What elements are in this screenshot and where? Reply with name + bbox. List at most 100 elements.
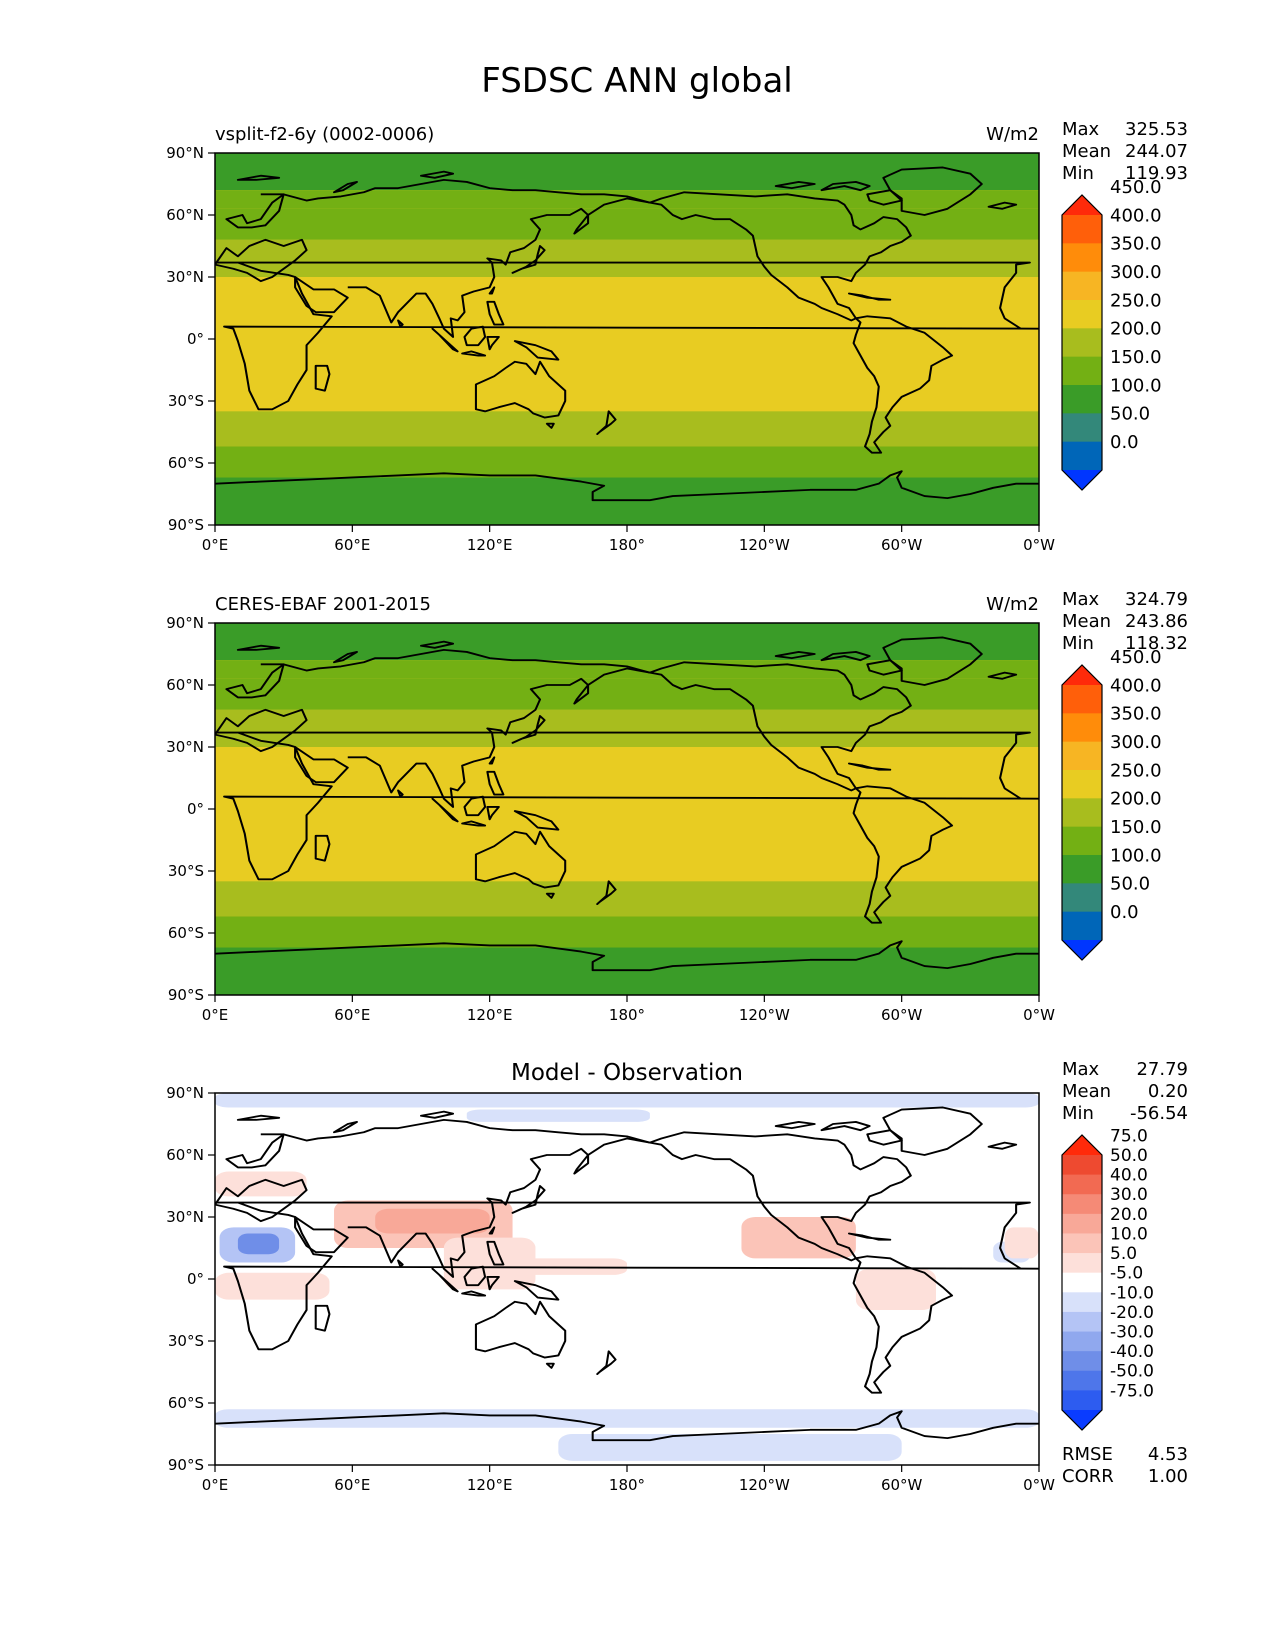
colorbar-segment	[1062, 1155, 1102, 1176]
colorbar-segment	[1062, 1174, 1102, 1195]
stat-mean-value: 244.07	[1125, 141, 1188, 162]
colorbar-outline	[1061, 664, 1103, 961]
colorbar-level-label: 150.0	[1110, 347, 1162, 368]
lat-band-5	[215, 411, 1039, 447]
colorbar-segment	[1062, 1351, 1102, 1372]
lon-tick-label: 0°E	[202, 1476, 229, 1494]
lon-tick-label: 60°E	[334, 1476, 370, 1494]
metric-corr-label: CORR	[1062, 1466, 1114, 1487]
panel-1-field	[215, 623, 1039, 995]
colorbar-level-label: 300.0	[1110, 732, 1162, 753]
metric-rmse-value: 4.53	[1148, 1444, 1188, 1465]
lon-tick-label: 120°E	[467, 536, 513, 554]
colorbar-outline	[1061, 1134, 1103, 1431]
metric-rmse-label: RMSE	[1062, 1444, 1113, 1465]
colorbar-segment	[1062, 883, 1102, 913]
lon-tick-label: 120°W	[739, 1006, 790, 1024]
stat-min-label: Min	[1062, 163, 1094, 184]
lat-tick-label: 30°S	[168, 392, 204, 410]
lat-tick-label: 60°N	[166, 206, 204, 224]
lat-band-1	[215, 660, 1039, 679]
lat-band-7	[215, 477, 1039, 525]
panel-2-ticks: 90°N 60°N 30°N 0° 30°S 60°S 90°S 0°E 60°E 120°E 18…	[166, 1084, 1055, 1494]
lon-tick-label: 60°W	[881, 1476, 923, 1494]
colorbar-level-label: 30.0	[1110, 1185, 1148, 1205]
anomaly-region-0	[215, 1093, 1039, 1108]
colorbar-level-label: 0.0	[1110, 902, 1139, 923]
colorbar-level-label: 450.0	[1110, 177, 1162, 198]
anomaly-region-1	[466, 1109, 650, 1122]
lat-tick-label: 30°N	[166, 738, 204, 756]
lat-tick-label: 30°S	[168, 1332, 204, 1350]
colorbar-segment	[1062, 441, 1102, 471]
figure-title: FSDSC ANN global	[481, 61, 792, 101]
panel-difference: 90°N 60°N 30°N 0° 30°S 60°S 90°S 0°E 60°E 120°E 18…	[166, 1059, 1188, 1494]
lat-band-4	[215, 747, 1039, 882]
colorbar-level-label: 100.0	[1110, 845, 1162, 866]
lon-tick-label: 0°W	[1023, 1006, 1055, 1024]
stat-min-label: Min	[1062, 633, 1094, 654]
lon-tick-label: 0°E	[202, 1006, 229, 1024]
colorbar-segment	[1062, 413, 1102, 443]
colorbar-level-label: 350.0	[1110, 234, 1162, 255]
lat-tick-label: 60°S	[168, 1394, 204, 1412]
panel-0-field	[215, 153, 1039, 525]
lon-tick-label: 0°E	[202, 536, 229, 554]
lat-tick-label: 0°	[187, 330, 204, 348]
colorbar-segment	[1062, 1311, 1102, 1333]
anomaly-region-14	[215, 1171, 307, 1197]
lat-tick-label: 60°N	[166, 676, 204, 694]
panel-1-units: W/m2	[986, 594, 1039, 615]
lon-tick-label: 120°W	[739, 1476, 790, 1494]
stat-mean-value: 243.86	[1125, 611, 1188, 632]
colorbar-level-label: 150.0	[1110, 817, 1162, 838]
lon-tick-label: 120°E	[467, 1006, 513, 1024]
colorbar-segment	[1062, 798, 1102, 828]
lon-tick-label: 180°	[609, 1476, 645, 1494]
colorbar-segment	[1062, 1233, 1102, 1254]
panel-test: 90°N 60°N 30°N 0° 30°S 60°S 90°S 0°E 60°E 120°E 18…	[166, 119, 1188, 554]
lat-band-7	[215, 947, 1039, 995]
colorbar-level-label: 10.0	[1110, 1224, 1148, 1244]
panel-1-ticks: 90°N 60°N 30°N 0° 30°S 60°S 90°S 0°E 60°E 120°E 18…	[166, 614, 1055, 1024]
colorbar-segment	[1062, 1292, 1102, 1313]
colorbar-segment	[1062, 1390, 1102, 1411]
lat-band-5	[215, 881, 1039, 917]
lon-tick-label: 60°W	[881, 536, 923, 554]
colorbar-extend-min	[1062, 470, 1102, 490]
stat-min-value: -56.54	[1130, 1103, 1188, 1124]
lat-tick-label: 90°N	[166, 614, 204, 632]
colorbar-level-label: 350.0	[1110, 704, 1162, 725]
colorbar-segment	[1062, 1331, 1102, 1352]
stat-max-label: Max	[1062, 1059, 1100, 1080]
colorbar-segment	[1062, 215, 1102, 244]
colorbar-level-label: 450.0	[1110, 647, 1162, 668]
anomaly-region-15	[1004, 1227, 1039, 1259]
lat-band-6	[215, 916, 1039, 948]
panel-2-stats: Max 27.79 Mean 0.20 Min -56.54	[1062, 1059, 1188, 1124]
panel-0-title: vsplit-f2-6y (0002-0006)	[215, 124, 434, 145]
colorbar-level-label: 20.0	[1110, 1205, 1148, 1225]
colorbar-segment	[1062, 826, 1102, 856]
lat-band-6	[215, 446, 1039, 478]
panel-1-colorbar: 0.0 50.0 100.0 150.0 200.0 250.0 300.0 350.0 400…	[1061, 647, 1162, 961]
panel-2-colorbar: -75.0-50.0-40.0-30.0-20.0-10.0-5.05.010.…	[1061, 1126, 1154, 1431]
lat-tick-label: 30°N	[166, 268, 204, 286]
lat-band-1	[215, 190, 1039, 209]
colorbar-segment	[1062, 328, 1102, 358]
lat-tick-label: 30°N	[166, 1208, 204, 1226]
colorbar-level-label: 40.0	[1110, 1166, 1148, 1186]
colorbar-level-label: -75.0	[1110, 1381, 1154, 1401]
stat-max-value: 27.79	[1136, 1059, 1188, 1080]
colorbar-level-label: -30.0	[1110, 1322, 1154, 1342]
lat-band-4	[215, 277, 1039, 412]
colorbar-level-label: -40.0	[1110, 1342, 1154, 1362]
panel-2-title: Model - Observation	[511, 1060, 743, 1086]
colorbar-level-label: 50.0	[1110, 874, 1150, 895]
colorbar-extend-min	[1062, 1410, 1102, 1430]
colorbar-extend-max	[1062, 195, 1102, 215]
lat-tick-label: 60°S	[168, 454, 204, 472]
colorbar-level-label: 75.0	[1110, 1126, 1148, 1146]
anomaly-region-12	[855, 1268, 936, 1310]
